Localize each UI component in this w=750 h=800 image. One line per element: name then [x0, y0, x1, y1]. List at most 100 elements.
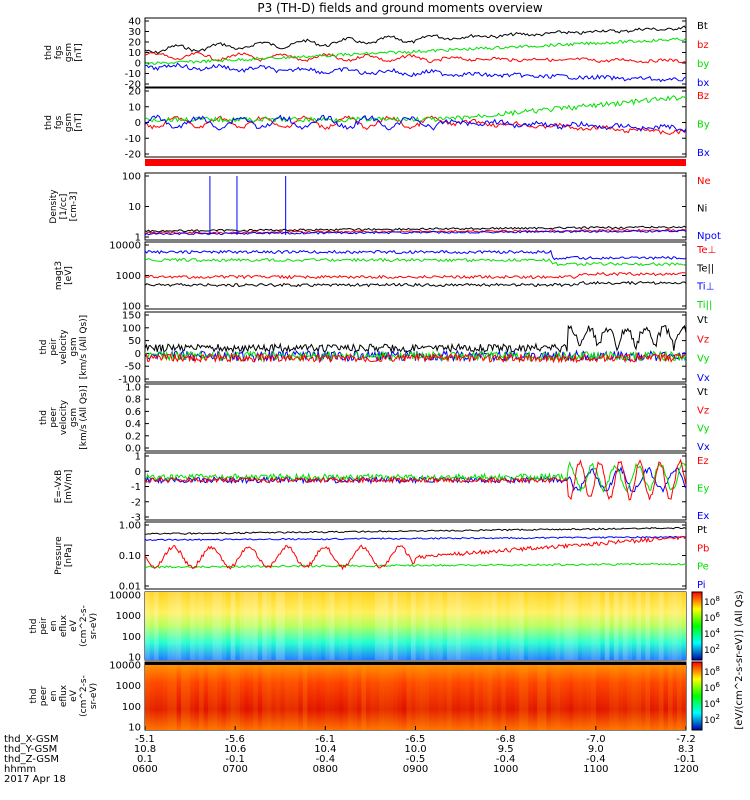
spectrogram-texture [392, 592, 398, 660]
spectrogram-texture [501, 662, 506, 730]
panel-peer_spec: 10000 1000 100 10 thd peer en eflux eV (cm^2-s-sr… [29, 661, 687, 734]
legend-entry: Vx [697, 373, 710, 384]
spectrogram-texture [645, 592, 651, 660]
spectrogram-texture [658, 662, 664, 730]
panel-peer_velocity: 1.00.80.60.40.2 0.0 thd peer velocity gsm [km/… [39, 383, 710, 455]
spectrogram-texture [676, 662, 682, 730]
spectrogram-texture [298, 592, 303, 660]
spectrogram-texture [352, 592, 357, 660]
spectrogram-texture [163, 592, 168, 660]
spectrogram-texture [185, 662, 191, 730]
y-axis-label-line: magt3 [54, 261, 64, 290]
series-line-Ni [145, 225, 686, 233]
series-line-by [145, 37, 686, 66]
y-tick-label: -2 [131, 497, 141, 508]
spectrogram-texture [438, 592, 443, 660]
colorbar [691, 591, 703, 661]
spectrogram-texture [226, 592, 231, 660]
spectrogram-texture [649, 662, 655, 730]
y-axis-label-line: gsm [64, 43, 74, 62]
y-tick-label: 0 [135, 118, 141, 129]
y-axis-label-line: [cm-3] [69, 192, 79, 222]
legend-entry: Ey [697, 484, 709, 495]
x-axis-labels: -5.110.80.10600-5.610.6-0.10700-6.110.4-… [4, 726, 699, 785]
spectrogram-texture [424, 662, 430, 730]
spectrogram-texture [163, 662, 168, 730]
y-axis-label: thd fgs gsm [nT] [44, 43, 84, 62]
spectrogram-texture [271, 592, 276, 660]
panel-fgs_gsm_dsl: 20 10 0 -10 -20 thd fgs gsm [nT] Bz By Bx [44, 87, 710, 166]
plot-area [145, 324, 686, 364]
spectrogram-texture [429, 592, 434, 660]
spectrogram-texture [383, 662, 389, 730]
series-line-Ey [145, 460, 686, 493]
spectrogram-texture [514, 592, 520, 660]
spectrogram-texture [284, 592, 290, 660]
spectrogram-texture [289, 592, 294, 660]
series-line-Te-perp [145, 271, 686, 280]
series-line-Pb [145, 535, 686, 571]
colorbar [691, 661, 703, 731]
y-tick-label: 1000 [116, 681, 141, 692]
y-tick-label: -20 [125, 150, 141, 161]
spectrogram-texture [388, 592, 394, 660]
y-axis-label-line: en [49, 620, 59, 631]
spectrogram-texture [424, 592, 430, 660]
spectrogram-texture [595, 662, 601, 730]
x-tick-label: -0.1 [676, 754, 696, 765]
spectrogram-texture [532, 592, 538, 660]
spectrogram-texture [154, 592, 159, 660]
spectrogram-texture [559, 592, 565, 660]
spectrogram-texture [523, 662, 529, 730]
spectrogram-texture [199, 592, 204, 660]
y-axis-label-line: sr-eV) [89, 613, 99, 639]
y-axis-label-line: eflux [59, 614, 69, 637]
legend-entry: Ez [697, 456, 709, 467]
spectrogram-texture [325, 662, 330, 730]
spectrogram-gap [145, 662, 686, 665]
x-tick-label: -0.4 [316, 754, 336, 765]
spectrogram-texture [329, 592, 335, 660]
spectrogram-texture [154, 662, 159, 730]
y-axis-label-line: peir [39, 617, 49, 635]
spectrogram-texture [532, 662, 538, 730]
spectrogram-texture [478, 662, 484, 730]
y-tick-label: 50 [128, 336, 141, 347]
y-tick-label: 10000 [109, 591, 141, 602]
spectrogram-texture [474, 662, 479, 730]
spectrogram-texture [158, 662, 164, 730]
spectrogram-texture [456, 662, 461, 730]
spectrogram-texture [172, 662, 177, 730]
spectrogram-texture [420, 662, 425, 730]
spectrogram-texture [158, 592, 164, 660]
spectrogram-texture [591, 592, 596, 660]
y-axis-label-line: fgs [54, 115, 64, 129]
spectrogram-texture [311, 592, 317, 660]
spectrogram-texture [514, 662, 520, 730]
spectrogram-texture [302, 592, 308, 660]
y-axis-label-line: [1/cc] [59, 194, 69, 220]
spectrogram-texture [338, 662, 344, 730]
y-tick-label: 20 [128, 87, 141, 98]
spectrogram-texture [181, 662, 186, 730]
spectrogram-texture [401, 662, 407, 730]
spectrogram-texture [379, 662, 385, 730]
x-row-label: hhmm [4, 764, 36, 775]
spectrogram-texture [600, 592, 605, 660]
legend-entry: Vy [697, 354, 710, 365]
y-tick-label: 10 [128, 48, 141, 59]
spectrogram-texture [564, 662, 569, 730]
spectrogram-texture [600, 662, 605, 730]
spectrogram-texture [564, 592, 569, 660]
plot-area [145, 458, 686, 501]
spectrogram-texture [519, 592, 524, 660]
spectrogram-texture [568, 592, 574, 660]
x-tick-label: 0900 [403, 764, 428, 775]
spectrogram-texture [167, 592, 173, 660]
spectrogram-texture [550, 592, 556, 660]
y-axis-label-line: [km/s (All Qs)] [79, 385, 89, 449]
x-tick-label: -0.4 [496, 754, 516, 765]
y-tick-label: 1.00 [119, 521, 141, 532]
spectrogram-texture [280, 662, 285, 730]
spectrogram-texture [239, 592, 245, 660]
